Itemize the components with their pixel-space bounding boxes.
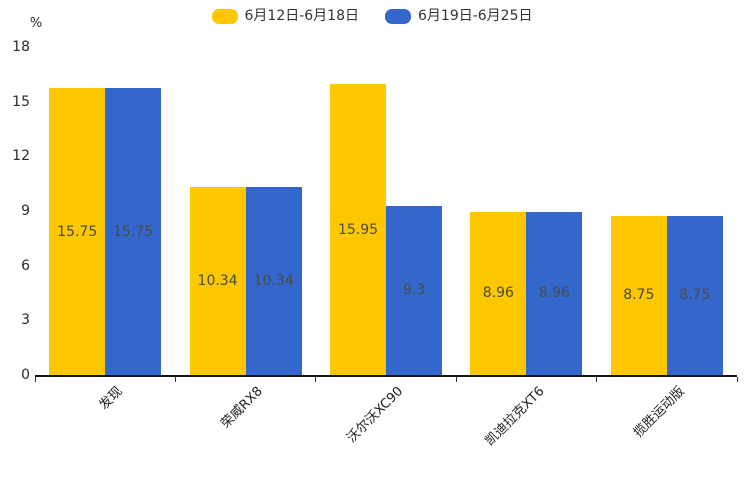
bar-week2[interactable]: 10.34 [245,186,302,375]
legend-item-week1[interactable]: 6月12日-6月18日 [211,7,360,25]
bar-week1[interactable]: 15.75 [49,88,106,375]
legend-swatch-week1-icon [211,8,238,24]
y-tick-label: 18 [12,39,30,55]
bar-value-label: 8.96 [482,285,514,302]
bar-week2[interactable]: 15.75 [105,88,162,375]
bar-week1[interactable]: 15.95 [330,84,386,375]
x-axis-tick [596,377,598,382]
y-tick-label: 9 [21,203,30,219]
x-axis-tick [174,377,176,382]
bar-week1[interactable]: 8.96 [470,211,527,375]
y-tick-label: 3 [21,312,30,329]
x-category-label: 沃尔沃XC90 [344,384,407,446]
y-tick-label: 12 [12,148,30,165]
legend-label-week1: 6月12日-6月18日 [244,8,360,24]
x-axis-labels: 发现 荣威RX8 沃尔沃XC90 凯迪拉克XT6 揽胜运动版 [35,377,737,457]
bar-value-label: 15.95 [337,221,379,238]
x-axis-tick [455,377,457,382]
x-category-label: 荣威RX8 [218,384,267,432]
bar-value-label: 8.75 [623,287,655,304]
bar-value-label: 15.75 [57,223,98,240]
x-axis-tick [736,377,738,382]
bar-week1[interactable]: 10.34 [189,186,246,375]
y-tick-label: 0 [21,367,30,383]
legend-label-week2: 6月19日-6月25日 [418,8,533,24]
legend-item-week2[interactable]: 6月19日-6月25日 [385,7,533,25]
y-axis-unit-label: % [29,16,43,31]
x-category-label: 发现 [96,384,126,414]
bar-week2[interactable]: 8.75 [666,215,723,375]
x-category-label: 凯迪拉克XT6 [482,384,547,449]
legend-swatch-week2-icon [385,8,411,24]
x-axis-tick [315,377,317,382]
bar-week2[interactable]: 9.3 [386,205,442,375]
legend: 6月12日-6月18日 6月19日-6月25日 [0,7,744,25]
bar-week2[interactable]: 8.96 [526,211,583,375]
x-axis-tick [34,377,36,382]
plot-area: 15.75 15.75 10.34 10.34 15.95 9.3 8.96 8.96 8.75… [34,47,738,382]
bar-value-label: 8.96 [538,285,570,302]
y-tick-label: 6 [21,257,30,274]
bar-week1[interactable]: 8.75 [610,215,667,375]
bar-value-label: 9.3 [402,282,426,299]
bar-value-label: 8.75 [679,287,711,304]
x-category-label: 揽胜运动版 [630,384,688,441]
bar-value-label: 10.34 [253,272,294,289]
y-tick-label: 15 [12,93,30,110]
bar-value-label: 15.75 [113,223,154,240]
bar-value-label: 10.34 [197,272,238,289]
